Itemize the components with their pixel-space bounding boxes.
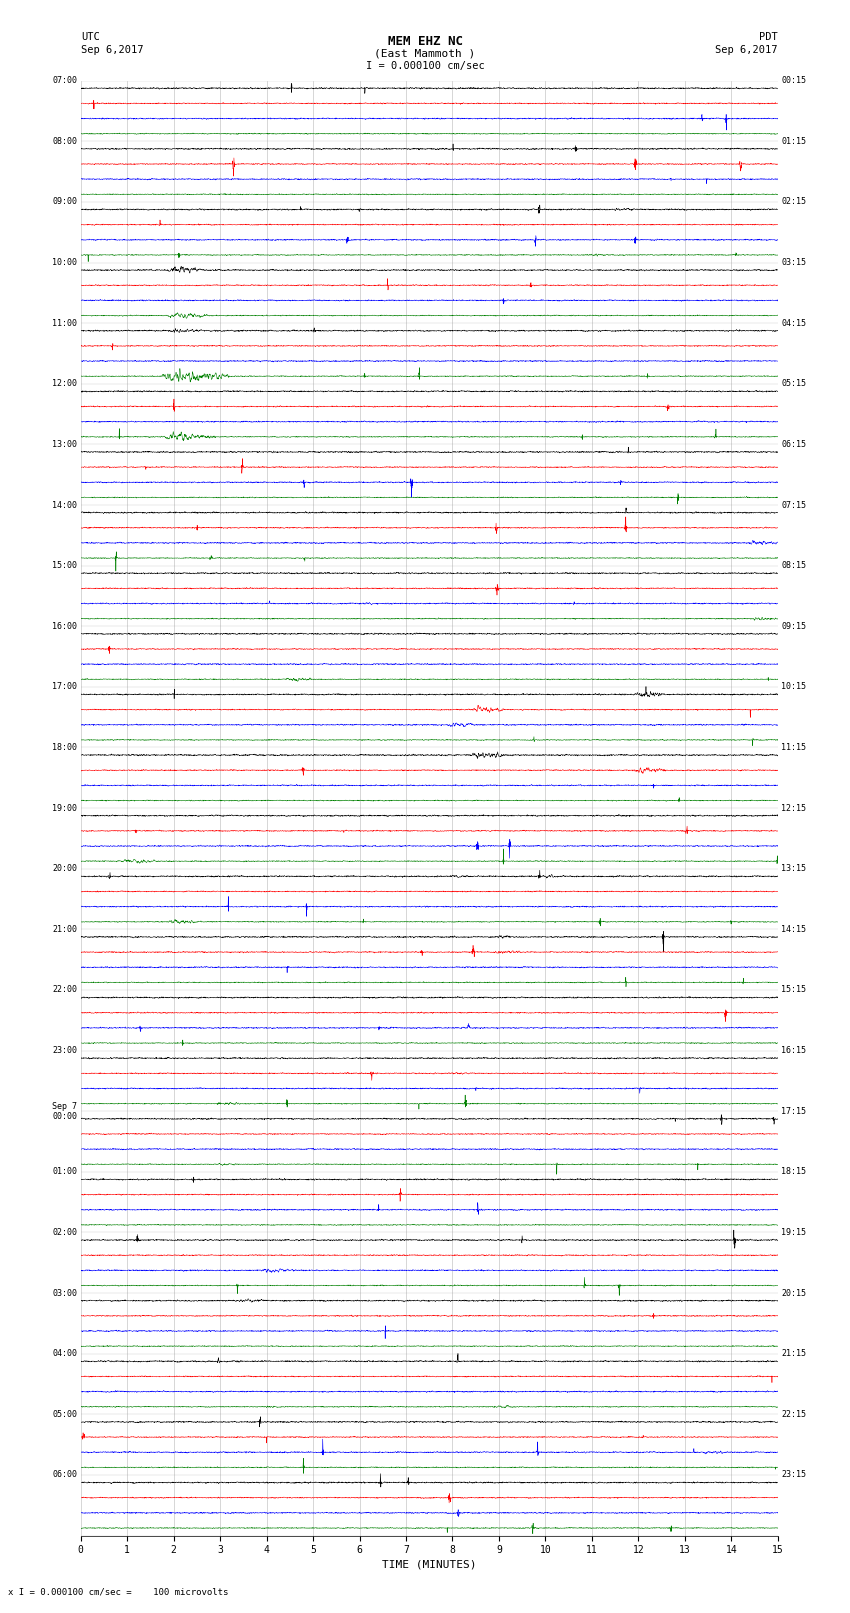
Text: 07:00: 07:00	[52, 76, 77, 85]
Text: 09:15: 09:15	[781, 621, 807, 631]
Text: (East Mammoth ): (East Mammoth )	[374, 48, 476, 58]
Text: I = 0.000100 cm/sec: I = 0.000100 cm/sec	[366, 61, 484, 71]
Text: Sep 6,2017: Sep 6,2017	[715, 45, 778, 55]
Text: 22:00: 22:00	[52, 986, 77, 995]
Text: 12:15: 12:15	[781, 803, 807, 813]
Text: 16:00: 16:00	[52, 621, 77, 631]
Text: 22:15: 22:15	[781, 1410, 807, 1419]
Text: 19:00: 19:00	[52, 803, 77, 813]
Text: x I = 0.000100 cm/sec =    100 microvolts: x I = 0.000100 cm/sec = 100 microvolts	[8, 1587, 229, 1597]
Text: 20:15: 20:15	[781, 1289, 807, 1297]
Text: 23:00: 23:00	[52, 1047, 77, 1055]
Text: 18:15: 18:15	[781, 1168, 807, 1176]
Text: PDT: PDT	[759, 32, 778, 42]
Text: 16:15: 16:15	[781, 1047, 807, 1055]
Text: 04:00: 04:00	[52, 1348, 77, 1358]
Text: 04:15: 04:15	[781, 319, 807, 327]
Text: 20:00: 20:00	[52, 865, 77, 873]
Text: 14:15: 14:15	[781, 924, 807, 934]
Text: 06:00: 06:00	[52, 1471, 77, 1479]
Text: 19:15: 19:15	[781, 1227, 807, 1237]
Text: 02:15: 02:15	[781, 197, 807, 206]
Text: MEM EHZ NC: MEM EHZ NC	[388, 35, 462, 48]
Text: 21:00: 21:00	[52, 924, 77, 934]
Text: 10:00: 10:00	[52, 258, 77, 268]
Text: 07:15: 07:15	[781, 500, 807, 510]
Text: 03:15: 03:15	[781, 258, 807, 268]
Text: 15:15: 15:15	[781, 986, 807, 995]
Text: 13:00: 13:00	[52, 440, 77, 448]
Text: 02:00: 02:00	[52, 1227, 77, 1237]
Text: 14:00: 14:00	[52, 500, 77, 510]
Text: 13:15: 13:15	[781, 865, 807, 873]
X-axis label: TIME (MINUTES): TIME (MINUTES)	[382, 1560, 477, 1569]
Text: 15:00: 15:00	[52, 561, 77, 569]
Text: 11:15: 11:15	[781, 744, 807, 752]
Text: 17:00: 17:00	[52, 682, 77, 692]
Text: 06:15: 06:15	[781, 440, 807, 448]
Text: 21:15: 21:15	[781, 1348, 807, 1358]
Text: Sep 7
00:00: Sep 7 00:00	[52, 1102, 77, 1121]
Text: 11:00: 11:00	[52, 319, 77, 327]
Text: Sep 6,2017: Sep 6,2017	[81, 45, 144, 55]
Text: 12:00: 12:00	[52, 379, 77, 389]
Text: 08:15: 08:15	[781, 561, 807, 569]
Text: 03:00: 03:00	[52, 1289, 77, 1297]
Text: 08:00: 08:00	[52, 137, 77, 145]
Text: 01:15: 01:15	[781, 137, 807, 145]
Text: 05:00: 05:00	[52, 1410, 77, 1419]
Text: UTC: UTC	[81, 32, 99, 42]
Text: 09:00: 09:00	[52, 197, 77, 206]
Text: 18:00: 18:00	[52, 744, 77, 752]
Text: 00:15: 00:15	[781, 76, 807, 85]
Text: 01:00: 01:00	[52, 1168, 77, 1176]
Text: 23:15: 23:15	[781, 1471, 807, 1479]
Text: 05:15: 05:15	[781, 379, 807, 389]
Text: 10:15: 10:15	[781, 682, 807, 692]
Text: 17:15: 17:15	[781, 1107, 807, 1116]
